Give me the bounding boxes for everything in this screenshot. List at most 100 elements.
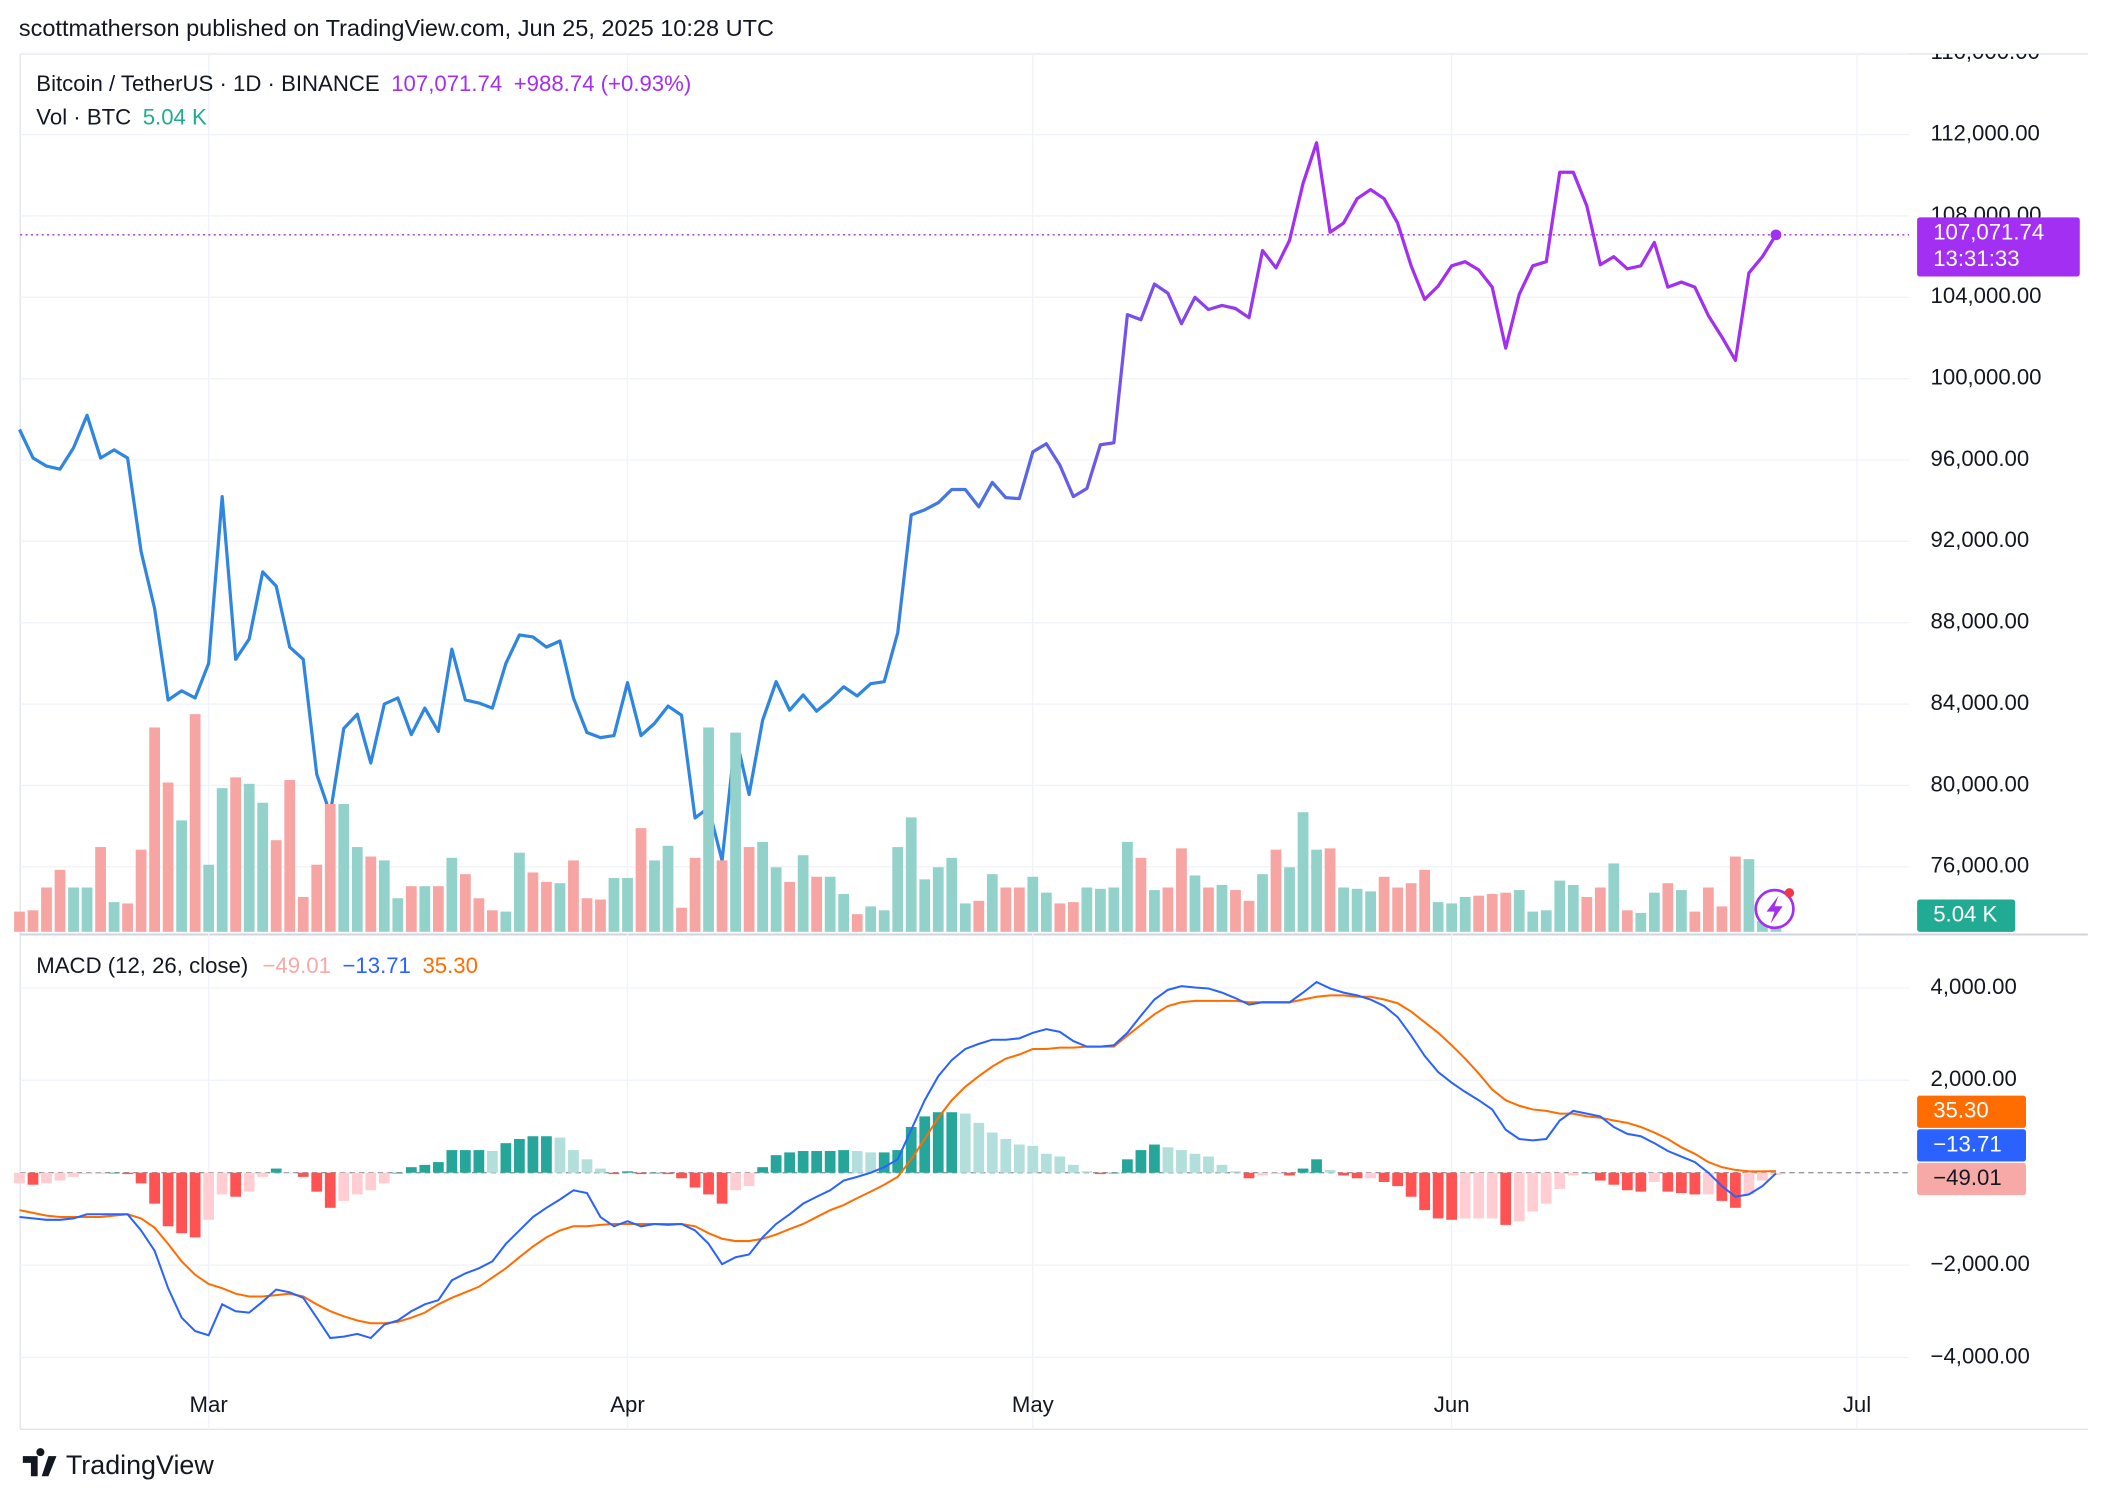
histogram-bar	[527, 1136, 539, 1173]
price-line	[18, 141, 1778, 863]
volume-bar	[865, 906, 877, 932]
y-tick-label: 112,000.00	[1931, 120, 2040, 145]
y-tick-label: 100,000.00	[1931, 365, 2042, 390]
histogram-bar	[973, 1122, 985, 1173]
volume-bar	[1716, 906, 1728, 932]
volume-bar	[959, 903, 971, 932]
volume-bar	[622, 878, 633, 932]
volume-bar	[811, 876, 823, 932]
histogram-bar	[824, 1151, 836, 1173]
volume-bar	[1054, 903, 1066, 932]
volume-bar	[919, 879, 931, 932]
histogram-bar	[1405, 1172, 1417, 1197]
histogram-label-box	[1917, 1162, 2026, 1196]
y-axis-labels: 116,000.00112,000.00108,000.00104,000.00…	[1931, 39, 2042, 878]
y-tick-label: 80,000.00	[1931, 771, 2030, 796]
volume-bar	[432, 886, 444, 932]
histogram-bar	[784, 1152, 796, 1173]
histogram-bar	[622, 1171, 633, 1173]
histogram-bar	[1730, 1172, 1741, 1208]
volume-bar	[446, 857, 458, 932]
histogram-bar	[905, 1126, 917, 1173]
histogram-bar	[1270, 1172, 1282, 1175]
volume-bar	[1176, 848, 1187, 932]
legend-volume: 5.04 K	[143, 104, 207, 129]
histogram-bar	[1689, 1172, 1701, 1195]
volume-bar	[27, 910, 39, 932]
alert-icon[interactable]	[1754, 888, 1795, 930]
histogram-bar	[1500, 1172, 1512, 1225]
histogram-bar	[716, 1172, 728, 1204]
volume-bar	[932, 867, 944, 932]
volume-bar	[176, 820, 188, 932]
volume-bar	[770, 867, 782, 932]
histogram-bar	[1743, 1172, 1755, 1195]
histogram-bar	[1216, 1164, 1228, 1173]
histogram-bar	[122, 1172, 133, 1175]
volume-bar	[189, 714, 201, 932]
histogram-bar	[1189, 1153, 1201, 1173]
histogram-bar	[662, 1172, 674, 1175]
histogram-bar	[297, 1172, 309, 1177]
histogram-bar	[892, 1150, 904, 1173]
histogram-bar	[1378, 1172, 1390, 1182]
publisher: scottmatherson published on TradingView.…	[19, 15, 774, 41]
y-tick-label: 4,000.00	[1931, 974, 2017, 999]
histogram-bar	[676, 1172, 687, 1179]
histogram-bar	[54, 1172, 66, 1181]
volume-bar	[1284, 867, 1295, 932]
histogram-bar	[1311, 1159, 1322, 1173]
histogram-bar	[919, 1116, 931, 1173]
histogram-bar	[1486, 1172, 1498, 1219]
histogram-bar	[730, 1172, 741, 1191]
volume-bar	[1257, 874, 1268, 932]
volume-bar	[1162, 887, 1174, 932]
volume-bar	[487, 910, 498, 932]
y-tick-label: 92,000.00	[1931, 527, 2030, 552]
volume-bar	[473, 898, 485, 932]
histogram-bar	[986, 1132, 998, 1173]
volume-bar	[1149, 890, 1160, 932]
price-legend: Bitcoin / TetherUS · 1D · BINANCE 107,07…	[36, 71, 691, 96]
histogram-bar	[27, 1172, 39, 1185]
histogram-bar	[1567, 1172, 1579, 1176]
volume-bar	[1527, 911, 1539, 932]
volume-bar	[784, 881, 796, 932]
volume-bar	[1392, 887, 1404, 932]
histogram-bar	[878, 1152, 890, 1173]
histogram-bar	[41, 1172, 52, 1184]
volume-bar	[662, 845, 674, 932]
histogram-bar	[338, 1172, 350, 1201]
histogram-bar	[351, 1172, 363, 1195]
alert-dot	[1784, 888, 1795, 898]
volume-legend: Vol · BTC 5.04 K	[36, 104, 207, 129]
histogram-bar	[1067, 1164, 1079, 1173]
histogram-bar	[405, 1167, 417, 1173]
histogram-bar	[419, 1164, 431, 1173]
volume-bar	[1230, 890, 1241, 932]
histogram-bar	[68, 1172, 79, 1177]
volume-bar	[743, 847, 755, 932]
histogram-bar	[487, 1151, 498, 1173]
y-tick-label: 104,000.00	[1931, 283, 2042, 308]
volume-bar	[405, 886, 417, 932]
histogram-bar	[1446, 1172, 1458, 1220]
volume-bar	[1013, 887, 1025, 932]
histogram-bar	[284, 1172, 296, 1174]
histogram-bar	[1581, 1172, 1593, 1174]
y-tick-label: 116,000.00	[1931, 39, 2040, 64]
histogram-bar	[446, 1150, 458, 1173]
volume-bar	[270, 840, 282, 932]
histogram-bar	[1648, 1172, 1660, 1182]
volume-bar	[1675, 890, 1687, 932]
histogram-label: −49.01	[1933, 1165, 2001, 1190]
histogram-bar	[932, 1112, 944, 1173]
volume-bar	[81, 887, 93, 932]
histogram-bar	[1513, 1172, 1525, 1222]
histogram-bar	[757, 1167, 768, 1173]
histogram-bar	[1257, 1172, 1268, 1176]
volume-bar	[1757, 921, 1768, 932]
histogram-bar	[365, 1172, 377, 1191]
x-tick-label: Apr	[610, 1392, 645, 1417]
volume-bar	[230, 777, 242, 932]
